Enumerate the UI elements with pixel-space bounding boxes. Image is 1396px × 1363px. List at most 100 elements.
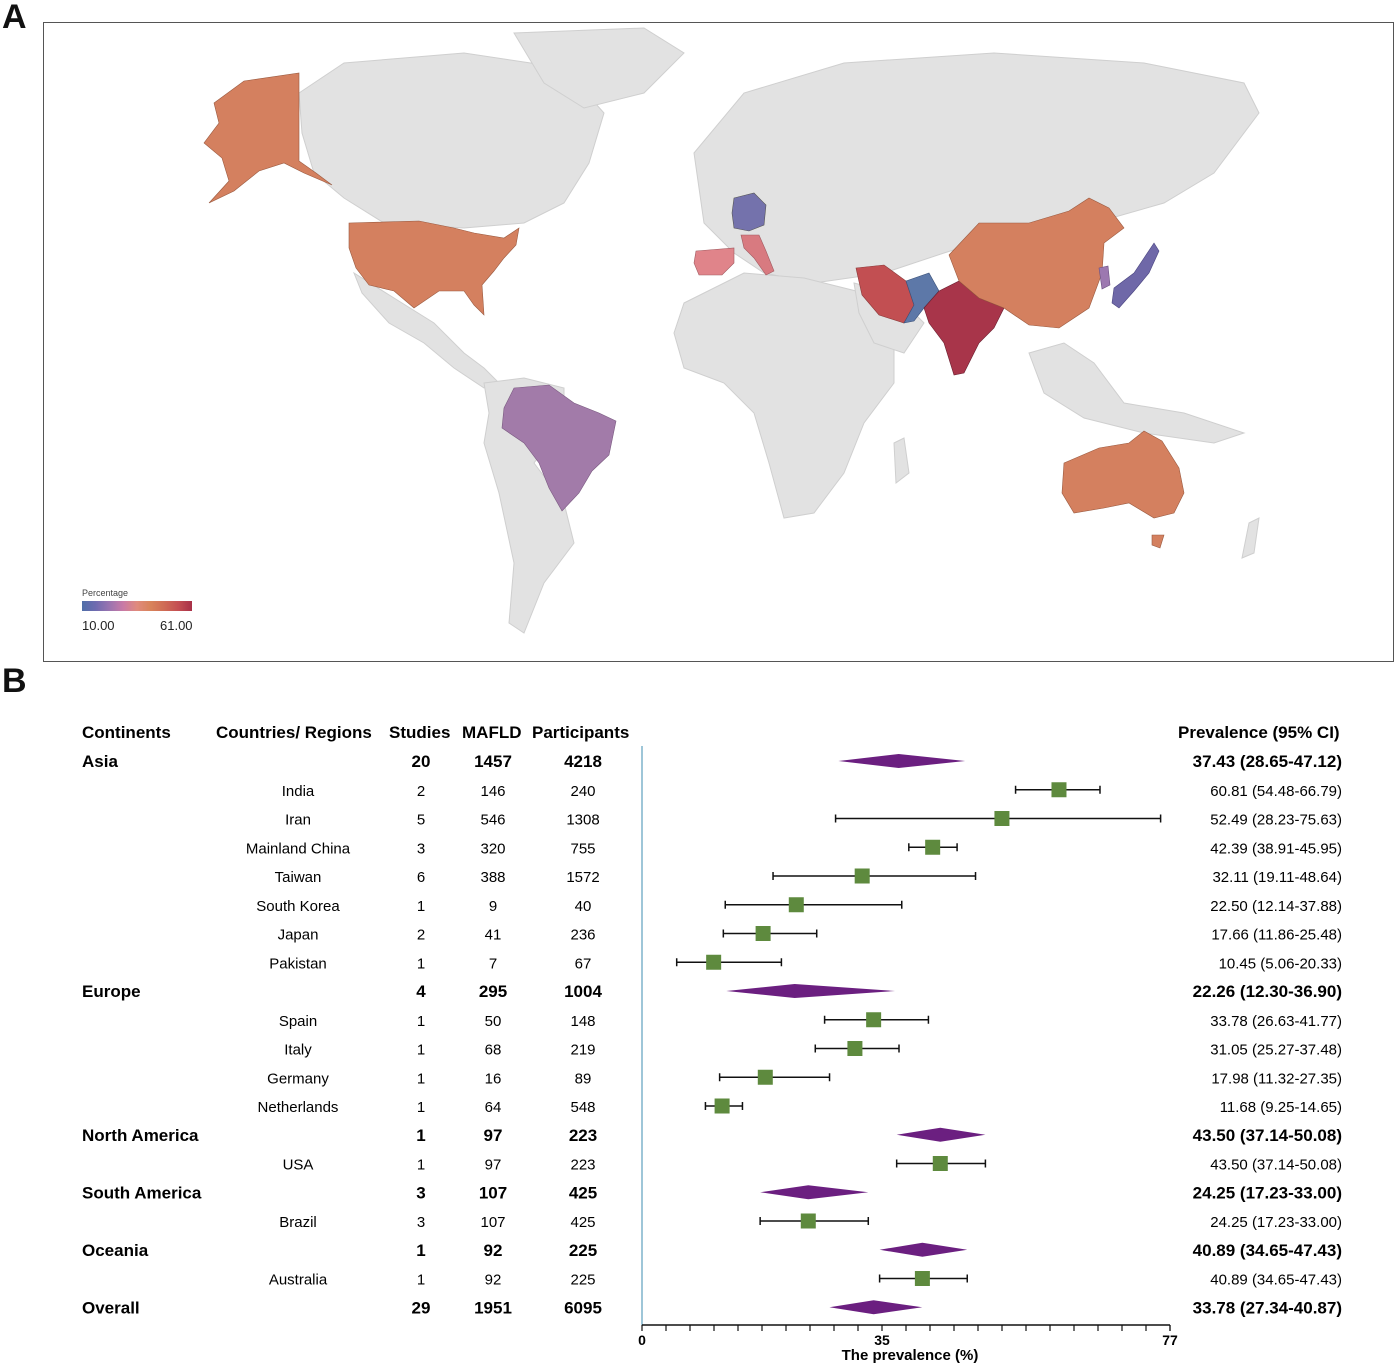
continent-label: North America (82, 1126, 199, 1145)
prevalence-ci-label: 33.78 (27.34-40.87) (1193, 1298, 1342, 1317)
country-spain (693, 247, 735, 276)
x-tick-35: 35 (874, 1332, 890, 1348)
country-label: Netherlands (258, 1099, 339, 1116)
study-estimate-square (847, 1041, 863, 1056)
mafld-value: 68 (485, 1042, 502, 1059)
minor-ticks (641, 1325, 1171, 1331)
mafld-value: 146 (480, 783, 505, 800)
prevalence-ci-label: 22.50 (12.14-37.88) (1210, 898, 1342, 915)
country-japan (1111, 242, 1160, 309)
header-prevalence: Prevalence (95% CI) (1178, 723, 1340, 742)
country-tasmania (1151, 534, 1165, 549)
forest-plot: Continents Countries/ Regions Studies MA… (82, 723, 1342, 1363)
x-tick-77: 77 (1162, 1332, 1178, 1348)
continent-label: Asia (82, 752, 118, 771)
participants-value: 40 (575, 898, 592, 915)
country-pakistan (903, 272, 940, 324)
studies-value: 1 (417, 1157, 425, 1174)
forest-study-row: South Korea 1 9 40 22.50 (12.14-37.88) (256, 897, 1342, 915)
world-map (203, 27, 1260, 634)
study-estimate-square (800, 1213, 816, 1229)
studies-value: 2 (417, 927, 425, 944)
studies-value: 1 (417, 898, 425, 915)
participants-value: 219 (570, 1042, 595, 1059)
forest-study-row: India 2 146 240 60.81 (54.48-66.79) (282, 782, 1342, 800)
prevalence-ci-label: 10.45 (5.06-20.33) (1219, 955, 1342, 972)
study-estimate-square (914, 1271, 930, 1286)
pooled-estimate-diamond (838, 754, 966, 768)
studies-value: 20 (412, 752, 431, 771)
mafld-value: 92 (484, 1241, 503, 1260)
forest-study-row: Germany 1 16 89 17.98 (11.32-27.35) (267, 1069, 1342, 1087)
study-estimate-square (755, 926, 771, 941)
forest-group-row: North America 1 97 223 43.50 (37.14-50.08) (82, 1126, 1342, 1145)
forest-study-row: Mainland China 3 320 755 42.39 (38.91-45.95) (246, 839, 1342, 857)
mafld-value: 16 (485, 1070, 502, 1087)
studies-value: 1 (417, 1070, 425, 1087)
forest-study-row: Pakistan 1 7 67 10.45 (5.06-20.33) (269, 954, 1342, 972)
country-label: Spain (279, 1013, 317, 1030)
mafld-value: 107 (479, 1183, 507, 1202)
forest-study-row: Taiwan 6 388 1572 32.11 (19.11-48.64) (275, 868, 1342, 886)
mafld-value: 50 (485, 1013, 502, 1030)
world-map-panel: Percentage 10.00 61.00 (43, 22, 1394, 662)
participants-value: 4218 (564, 752, 602, 771)
participants-value: 240 (570, 783, 595, 800)
mafld-value: 64 (485, 1099, 502, 1116)
studies-value: 5 (417, 812, 425, 829)
mafld-value: 9 (489, 898, 497, 915)
forest-axis: 0 35 77 The prevalence (%) (638, 1324, 1178, 1363)
mafld-value: 97 (484, 1126, 503, 1145)
legend-color-bar (82, 601, 192, 611)
forest-study-row: Iran 5 546 1308 52.49 (28.23-75.63) (285, 811, 1342, 829)
land-background (298, 27, 1260, 634)
forest-study-row: Netherlands 1 64 548 11.68 (9.25-14.65) (258, 1098, 1342, 1116)
map-legend: Percentage 10.00 61.00 (82, 588, 193, 633)
studies-value: 1 (416, 1126, 425, 1145)
forest-group-row: Europe 4 295 1004 22.26 (12.30-36.90) (82, 982, 1342, 1001)
country-label: Italy (284, 1042, 312, 1059)
continent-label: Europe (82, 982, 141, 1001)
prevalence-ci-label: 24.25 (17.23-33.00) (1210, 1214, 1342, 1231)
study-estimate-square (866, 1012, 882, 1028)
country-brazil (501, 384, 617, 512)
prevalence-ci-label: 40.89 (34.65-47.43) (1193, 1241, 1342, 1260)
studies-value: 6 (417, 869, 425, 886)
continent-label: South America (82, 1183, 202, 1202)
participants-value: 89 (575, 1070, 592, 1087)
country-germany (731, 192, 767, 232)
mafld-value: 388 (480, 869, 505, 886)
land-greenland (513, 27, 685, 109)
forest-study-row: Australia 1 92 225 40.89 (34.65-47.43) (269, 1271, 1342, 1289)
mafld-value: 107 (480, 1214, 505, 1231)
forest-study-row: Italy 1 68 219 31.05 (25.27-37.48) (284, 1041, 1342, 1059)
legend-max: 61.00 (160, 618, 193, 633)
country-label: Brazil (279, 1214, 317, 1231)
continent-label: Oceania (82, 1241, 149, 1260)
pooled-estimate-diamond (726, 984, 896, 998)
prevalence-ci-label: 17.98 (11.32-27.35) (1211, 1070, 1342, 1087)
legend-title: Percentage (82, 588, 129, 598)
study-estimate-square (932, 1156, 948, 1171)
forest-group-row: Oceania 1 92 225 40.89 (34.65-47.43) (82, 1241, 1342, 1260)
mafld-value: 295 (479, 982, 507, 1001)
studies-value: 2 (417, 783, 425, 800)
prevalence-ci-label: 40.89 (34.65-47.43) (1210, 1272, 1342, 1289)
header-studies: Studies (389, 723, 450, 742)
studies-value: 1 (417, 1272, 425, 1289)
participants-value: 425 (569, 1183, 597, 1202)
country-label: Germany (267, 1070, 329, 1087)
legend-min: 10.00 (82, 618, 115, 633)
forest-study-row: Japan 2 41 236 17.66 (11.86-25.48) (278, 926, 1342, 944)
participants-value: 225 (570, 1272, 595, 1289)
prevalence-ci-label: 52.49 (28.23-75.63) (1210, 812, 1342, 829)
participants-value: 425 (570, 1214, 595, 1231)
country-china (948, 197, 1125, 329)
prevalence-ci-label: 22.26 (12.30-36.90) (1193, 982, 1342, 1001)
forest-rows: Asia 20 1457 4218 37.43 (28.65-47.12)India 2 1… (82, 752, 1342, 1317)
study-estimate-square (994, 811, 1010, 826)
studies-value: 1 (417, 1013, 425, 1030)
mafld-value: 7 (489, 955, 497, 972)
country-label: South Korea (256, 898, 340, 915)
participants-value: 236 (570, 927, 595, 944)
